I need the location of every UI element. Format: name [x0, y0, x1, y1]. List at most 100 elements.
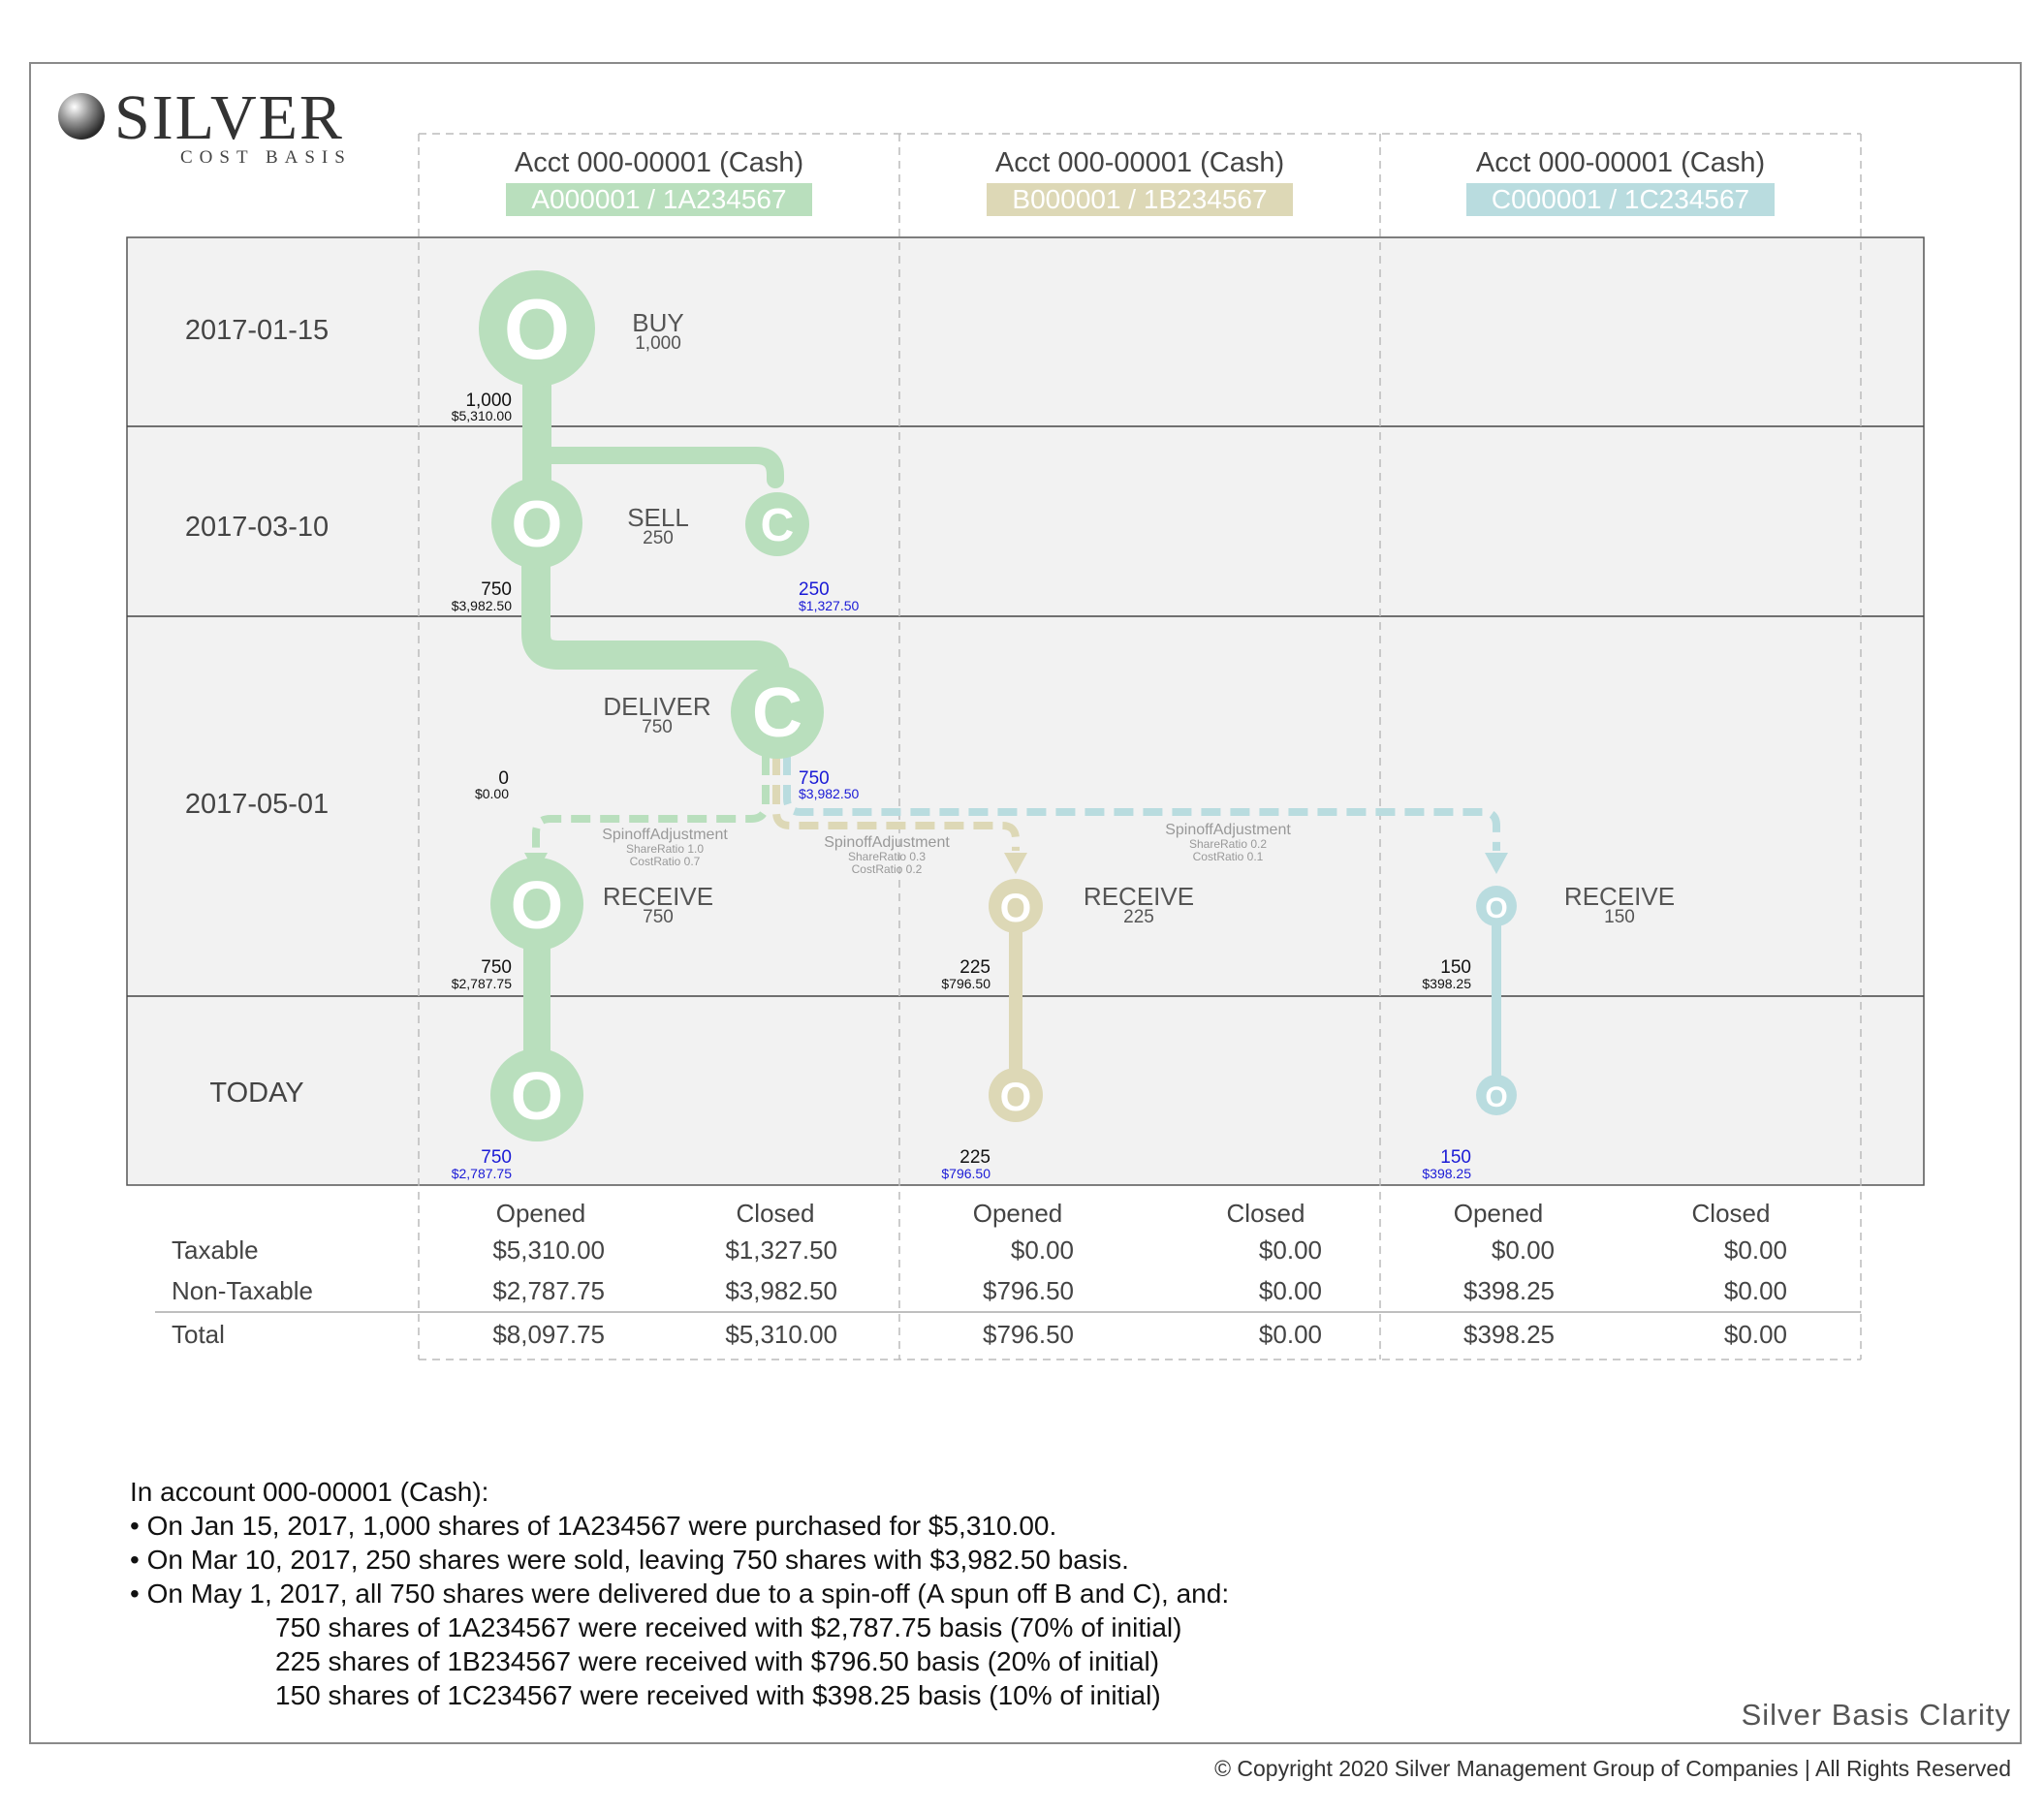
node-sell-close[interactable]: C	[745, 492, 809, 556]
table-cell: $5,310.00	[725, 1320, 837, 1349]
node-receive-b[interactable]: O	[989, 879, 1043, 933]
svg-text:O: O	[1000, 1074, 1032, 1119]
node-receive-c[interactable]: O	[1476, 886, 1517, 926]
arrow-b-icon	[1004, 853, 1027, 874]
column-guides	[418, 133, 1862, 1360]
summary-bullet: • On Jan 15, 2017, 1,000 shares of 1A234…	[130, 1511, 1057, 1541]
event-action-receive-b: RECEIVE	[1084, 882, 1194, 911]
balance-basis: $3,982.50	[452, 598, 512, 613]
adjustment-share-b: ShareRatio 0.3	[848, 850, 926, 863]
svg-text:O: O	[511, 867, 563, 943]
table-cell: $0.00	[1723, 1276, 1787, 1305]
svg-text:O: O	[511, 1058, 563, 1134]
node-today-a[interactable]: O	[490, 1048, 583, 1141]
closed-basis: $3,982.50	[799, 786, 859, 801]
logo-subtitle: COST BASIS	[180, 147, 352, 168]
node-today-c[interactable]: O	[1476, 1075, 1517, 1115]
event-qty-receive-c: 150	[1604, 907, 1635, 927]
balance-basis-today: $2,787.75	[452, 1166, 512, 1181]
adjustment-cost-c: CostRatio 0.1	[1193, 850, 1264, 863]
security-label-b: B000001 / 1B234567	[987, 183, 1293, 216]
date-label: 2017-05-01	[184, 789, 330, 820]
svg-text:C: C	[752, 674, 802, 752]
timeline-grid	[126, 236, 1925, 1186]
node-receive-a[interactable]: O	[490, 858, 583, 951]
balance-basis-today: $398.25	[1422, 1166, 1471, 1181]
table-cell: $0.00	[1723, 1235, 1787, 1265]
svg-text:O: O	[504, 281, 570, 377]
event-qty-sell: 250	[643, 528, 674, 548]
security-label-a: A000001 / 1A234567	[506, 183, 812, 216]
table-row-label: Total	[172, 1320, 225, 1349]
table-row-label: Non-Taxable	[172, 1276, 313, 1305]
table-cell: $8,097.75	[492, 1320, 605, 1349]
adjustment-share-a: ShareRatio 1.0	[626, 842, 704, 856]
adjustment-name-a: SpinoffAdjustment	[602, 827, 728, 843]
balance-qty-today: 750	[481, 1147, 512, 1168]
account-title: Acct 000-00001 (Cash)	[1475, 147, 1766, 178]
table-cell: $0.00	[1010, 1235, 1074, 1265]
balance-qty-today: 225	[959, 1147, 991, 1168]
spinoff-flow-b	[772, 756, 1020, 851]
balance-qty: 150	[1440, 957, 1471, 978]
svg-text:O: O	[512, 487, 563, 561]
balance-qty: 225	[959, 957, 991, 978]
balance-qty: 0	[498, 768, 509, 789]
balance-basis-today: $796.50	[941, 1166, 991, 1181]
svg-text:C: C	[761, 500, 795, 551]
table-cell: $1,327.50	[725, 1235, 837, 1265]
table-cell: $398.25	[1463, 1320, 1555, 1349]
table-cell: $0.00	[1723, 1320, 1787, 1349]
balance-basis: $796.50	[941, 976, 991, 991]
event-qty-receive-a: 750	[643, 907, 674, 927]
balance-basis: $2,787.75	[452, 976, 512, 991]
balance-qty-today: 150	[1440, 1147, 1471, 1168]
logo-wordmark: SILVER	[114, 82, 344, 153]
event-qty-deliver: 750	[642, 717, 673, 737]
narrative-summary: In account 000-00001 (Cash): • On Jan 15…	[130, 1475, 1229, 1712]
table-cell: $398.25	[1463, 1276, 1555, 1305]
table-header-closed: Closed	[1691, 1199, 1771, 1228]
closed-qty: 750	[799, 768, 830, 789]
table-cell: $0.00	[1258, 1235, 1322, 1265]
brand-tagline: Silver Basis Clarity	[1741, 1698, 2011, 1732]
event-action-receive-c: RECEIVE	[1564, 882, 1675, 911]
spinoff-flow-c	[783, 756, 1500, 851]
adjustment-share-c: ShareRatio 0.2	[1189, 837, 1267, 851]
security-label-c: C000001 / 1C234567	[1465, 183, 1776, 216]
copyright-notice: © Copyright 2020 Silver Management Group…	[1214, 1756, 2011, 1781]
balance-basis: $5,310.00	[452, 408, 512, 423]
node-deliver-close[interactable]: C	[731, 666, 824, 759]
table-cell: $3,982.50	[725, 1276, 837, 1305]
event-action-buy: BUY	[632, 308, 683, 337]
table-header-opened: Opened	[1453, 1199, 1544, 1228]
account-header-a: Acct 000-00001 (Cash) A000001 / 1A234567	[419, 147, 899, 216]
summary-bullet: • On May 1, 2017, all 750 shares were de…	[130, 1579, 1230, 1609]
node-buy-open[interactable]: O	[479, 270, 595, 387]
table-cell: $5,310.00	[492, 1235, 605, 1265]
summary-intro: In account 000-00001 (Cash):	[130, 1477, 489, 1507]
table-cell: $796.50	[983, 1320, 1074, 1349]
node-sell-open[interactable]: O	[491, 478, 582, 569]
event-qty-buy: 1,000	[635, 333, 681, 354]
table-cell: $2,787.75	[492, 1276, 605, 1305]
closed-qty: 250	[799, 579, 830, 600]
adjustment-name-b: SpinoffAdjustment	[824, 834, 950, 851]
balance-qty: 1,000	[465, 391, 512, 411]
adjustment-cost-b: CostRatio 0.2	[852, 862, 923, 876]
account-title: Acct 000-00001 (Cash)	[994, 147, 1285, 178]
node-today-b[interactable]: O	[989, 1068, 1043, 1122]
table-header-opened: Opened	[972, 1199, 1063, 1228]
account-header-c: Acct 000-00001 (Cash) C000001 / 1C234567	[1380, 147, 1861, 216]
table-header-opened: Opened	[495, 1199, 586, 1228]
date-label: TODAY	[209, 1078, 304, 1109]
table-cell: $0.00	[1258, 1320, 1322, 1349]
closed-basis: $1,327.50	[799, 598, 859, 613]
table-row-label: Taxable	[172, 1235, 259, 1265]
svg-text:O: O	[1485, 892, 1507, 924]
summary-detail: 750 shares of 1A234567 were received wit…	[275, 1612, 1182, 1642]
event-action-deliver: DELIVER	[603, 692, 710, 721]
summary-detail: 150 shares of 1C234567 were received wit…	[275, 1680, 1161, 1710]
logo-sphere-icon	[58, 93, 105, 140]
